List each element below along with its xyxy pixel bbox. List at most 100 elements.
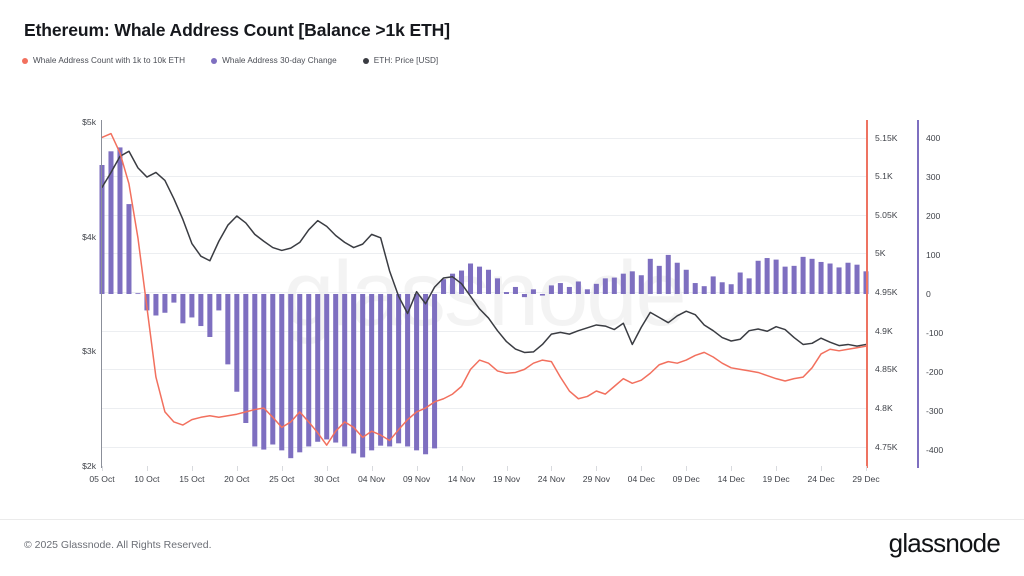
- bar: [306, 294, 312, 447]
- y-tick-count: 5.15K: [875, 132, 898, 143]
- page-title: Ethereum: Whale Address Count [Balance >…: [24, 20, 450, 40]
- gridline: [102, 292, 866, 294]
- x-tick-mark: [461, 466, 463, 471]
- bar: [216, 294, 222, 311]
- x-tick-mark: [191, 466, 193, 471]
- bar: [342, 294, 348, 447]
- bar: [297, 294, 303, 453]
- y-tick-price: $4k: [82, 231, 96, 242]
- x-tick-mark: [821, 466, 823, 471]
- x-tick-label: 30 Oct: [314, 474, 340, 484]
- bar: [557, 283, 563, 294]
- y-tick-change: 0: [926, 289, 931, 299]
- y-tick-change: -100: [926, 328, 944, 339]
- x-tick-label: 19 Nov: [492, 474, 521, 484]
- bar: [279, 294, 285, 451]
- x-tick-label: 25 Oct: [269, 474, 295, 484]
- legend-item-label: ETH: Price [USD]: [373, 56, 439, 65]
- line-series-group: [102, 122, 866, 466]
- bar: [692, 283, 698, 294]
- bar: [710, 276, 716, 294]
- legend-item-2[interactable]: ETH: Price [USD]: [362, 56, 439, 65]
- x-tick-mark: [866, 466, 867, 471]
- gridline: [102, 214, 866, 216]
- bar: [252, 294, 258, 447]
- bar: [432, 294, 438, 449]
- x-tick-mark: [416, 466, 418, 471]
- bar: [602, 278, 608, 294]
- bar: [324, 294, 330, 440]
- bar: [225, 294, 231, 365]
- bar: [441, 279, 447, 294]
- y-tick-change: 200: [926, 210, 941, 221]
- legend-item-label: Whale Address 30-day Change: [222, 56, 337, 65]
- bar: [593, 283, 599, 294]
- x-tick-label: 14 Dec: [717, 474, 745, 484]
- bar: [485, 269, 492, 294]
- bar: [809, 258, 815, 294]
- bar: [503, 292, 509, 294]
- bar: [243, 294, 249, 423]
- x-tick-label: 04 Dec: [627, 474, 655, 484]
- y-tick-change: -300: [926, 406, 944, 417]
- gridline: [102, 446, 866, 448]
- bar: [629, 271, 635, 294]
- bar: [405, 294, 411, 447]
- y-tick-change: 100: [926, 249, 941, 260]
- y-axis-change-ticks: 400 300 200 100 0 -100 -200 -300 -400: [926, 122, 966, 466]
- glassnode-logo: glassnode: [888, 528, 1001, 558]
- x-tick-mark: [731, 466, 733, 471]
- gridline: [102, 330, 866, 332]
- y-tick-count: 5.05K: [875, 209, 898, 220]
- copyright-text: © 2025 Glassnode. All Rights Reserved.: [24, 539, 212, 551]
- bar: [396, 294, 402, 444]
- x-tick-mark: [236, 466, 238, 471]
- bar: [387, 294, 393, 447]
- bar: [189, 294, 195, 318]
- bar: [270, 294, 276, 445]
- y-tick-count: 5K: [875, 248, 886, 259]
- bar: [423, 294, 429, 455]
- bar: [261, 294, 267, 450]
- x-tick-mark: [371, 466, 373, 471]
- bar: [674, 262, 680, 294]
- bar: [584, 289, 590, 294]
- bar: [728, 284, 734, 294]
- x-tick-label: 20 Oct: [224, 474, 250, 484]
- bar: [854, 264, 860, 294]
- bar: [818, 261, 824, 294]
- y-tick-change: -200: [926, 367, 944, 378]
- plot-area: glassnode: [99, 122, 869, 466]
- y-tick-count: 4.95K: [875, 287, 898, 298]
- bar: [782, 266, 788, 294]
- legend-item-1[interactable]: Whale Address 30-day Change: [211, 56, 337, 65]
- x-tick-mark: [776, 466, 778, 471]
- legend-dot-icon: [22, 57, 28, 64]
- bar: [737, 272, 743, 294]
- bar: [459, 270, 465, 294]
- x-tick-label: 14 Nov: [447, 474, 476, 484]
- bar: [719, 282, 725, 294]
- bar: [512, 286, 518, 294]
- bar: [126, 204, 132, 294]
- x-tick-mark: [326, 466, 328, 471]
- x-tick-label: 24 Dec: [807, 474, 835, 484]
- footer-divider: [0, 519, 1024, 520]
- x-tick-mark: [596, 466, 598, 471]
- bar: [530, 289, 536, 294]
- y-axis-change-line: [917, 120, 919, 468]
- legend-item-0[interactable]: Whale Address Count with 1k to 10k ETH: [22, 56, 185, 65]
- line-count: [102, 134, 866, 446]
- bar: [746, 278, 752, 294]
- y-tick-count: 4.75K: [875, 441, 898, 452]
- y-axis-price-line: [101, 120, 103, 468]
- x-tick-mark: [551, 466, 553, 471]
- bar: [162, 294, 168, 313]
- bar: [494, 278, 500, 294]
- y-tick-count: 5.1K: [875, 171, 893, 182]
- y-axis-count-ticks: 5.15K 5.1K 5.05K 5K 4.95K 4.9K 4.85K 4.8K 4.75K: [875, 122, 917, 466]
- y-tick-change: 400: [926, 132, 941, 143]
- bar: [836, 267, 842, 294]
- x-tick-label: 10 Oct: [134, 474, 160, 484]
